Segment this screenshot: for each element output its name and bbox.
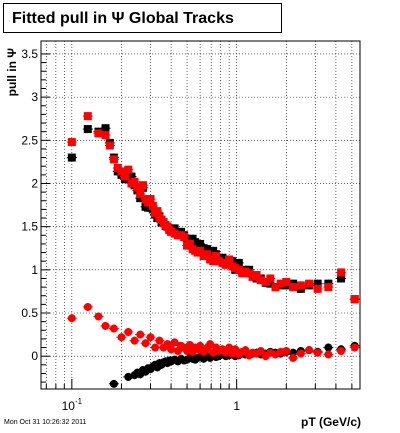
y-tick-label: 3	[31, 90, 38, 104]
y-tick-label: 2.5	[21, 133, 38, 147]
data-point-circle	[109, 379, 118, 388]
plot-frame	[40, 40, 361, 390]
data-point-square	[117, 167, 126, 176]
data-point-square	[138, 181, 147, 190]
data-point-square	[120, 172, 129, 181]
data-point-square	[101, 124, 110, 133]
data-point-circle	[146, 333, 155, 342]
data-point-circle	[282, 347, 291, 356]
data-point-circle	[94, 312, 103, 321]
data-point-square	[209, 257, 218, 266]
data-point-square	[202, 245, 211, 254]
data-point-circle	[83, 302, 92, 311]
data-point-square	[337, 274, 346, 283]
data-point-circle	[151, 343, 160, 352]
y-axis-label: pull in Ψ	[5, 48, 19, 97]
data-point-square	[136, 194, 145, 203]
data-point-square	[350, 295, 359, 304]
data-point-square	[221, 260, 230, 269]
data-point-square	[146, 195, 155, 204]
data-point-square	[133, 182, 142, 191]
data-point-circle	[170, 338, 179, 347]
data-point-circle	[324, 343, 333, 352]
data-point-circle	[101, 321, 110, 330]
data-point-square	[124, 165, 133, 174]
data-point-square	[234, 258, 243, 267]
data-point-circle	[167, 345, 176, 354]
y-tick-label: 1.5	[21, 220, 38, 234]
data-point-circle	[324, 350, 333, 359]
data-point-square	[282, 277, 291, 286]
data-point-square	[202, 250, 211, 259]
data-point-square	[337, 268, 346, 277]
data-point-square	[148, 201, 157, 210]
grid-lines	[41, 41, 360, 389]
data-point-circle	[136, 330, 145, 339]
data-point-circle	[155, 336, 164, 345]
data-point-circle	[124, 328, 133, 337]
data-point-square	[127, 172, 136, 181]
data-point-square	[136, 189, 145, 198]
data-point-square	[67, 138, 76, 147]
data-point-square	[225, 255, 234, 264]
data-point-square	[101, 131, 110, 140]
data-point-square	[313, 279, 322, 288]
data-point-circle	[141, 339, 150, 348]
data-point-square	[67, 153, 76, 162]
data-point-circle	[109, 324, 118, 333]
timestamp-footer: Mon Oct 31 10:26:32 2011	[4, 419, 87, 426]
data-point-circle	[289, 353, 298, 362]
data-point-square	[266, 279, 275, 288]
data-point-square	[313, 284, 322, 293]
data-point-square	[261, 277, 270, 286]
data-point-square	[83, 125, 92, 134]
data-point-circle	[196, 341, 205, 350]
data-point-square	[130, 177, 139, 186]
data-point-circle	[130, 336, 139, 345]
y-tick-label: 0.5	[21, 306, 38, 320]
data-point-square	[180, 233, 189, 242]
data-point-square	[83, 112, 92, 121]
y-tick-label: 3.5	[21, 47, 38, 61]
data-point-square	[153, 207, 162, 216]
data-point-square	[266, 274, 275, 283]
x-tick-label: 1	[233, 399, 240, 413]
data-point-square	[271, 283, 280, 292]
data-point-square	[105, 141, 114, 150]
data-point-square	[109, 155, 118, 164]
data-point-circle	[296, 349, 305, 358]
data-point-square	[289, 283, 298, 292]
y-tick-label: 2	[31, 176, 38, 190]
data-point-square	[276, 279, 285, 288]
data-point-square	[252, 271, 261, 280]
data-point-square	[256, 276, 265, 285]
y-tick-label: 0	[31, 349, 38, 363]
data-point-circle	[305, 346, 314, 355]
data-point-square	[305, 279, 314, 288]
data-point-square	[196, 246, 205, 255]
data-point-circle	[337, 347, 346, 356]
data-point-circle	[313, 348, 322, 357]
y-tick-label: 1	[31, 263, 38, 277]
data-point-circle	[256, 347, 265, 356]
data-point-square	[185, 239, 194, 248]
data-point-circle	[67, 314, 76, 323]
x-axis-label: pT (GeV/c)	[301, 415, 361, 429]
x-tick-label: 10-1	[62, 397, 83, 413]
data-point-square	[324, 283, 333, 292]
data-point-square	[212, 252, 221, 261]
data-point-square	[296, 281, 305, 290]
data-point-circle	[117, 333, 126, 342]
title-box: Fitted pull in Ψ Global Tracks	[3, 3, 282, 33]
data-point-square	[196, 239, 205, 248]
data-point-circle	[206, 340, 215, 349]
chart-title: Fitted pull in Ψ Global Tracks	[12, 10, 234, 27]
data-point-circle	[350, 343, 359, 352]
data-point-square	[94, 129, 103, 138]
data-points	[66, 112, 360, 388]
